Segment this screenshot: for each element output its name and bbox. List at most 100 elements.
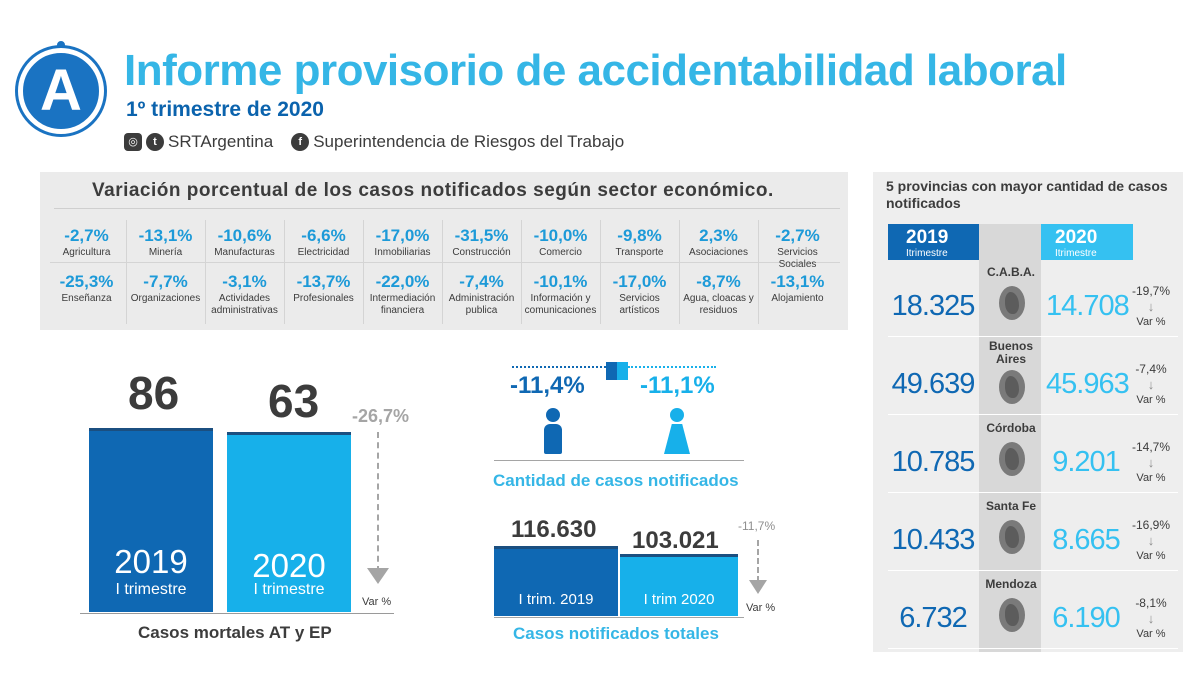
gender-male-variation: -11,4% [510, 372, 585, 399]
province-name: Buenos Aires [988, 339, 1033, 366]
totals-arrow-down-icon [749, 580, 767, 594]
totals-bar-2020: I trim 2020 [620, 554, 738, 616]
province-map-icon [999, 370, 1025, 404]
gender-baseline [494, 460, 744, 461]
gender-line-right [628, 366, 716, 368]
twitter-icon[interactable]: t [146, 133, 164, 151]
sector-column-divider [521, 220, 522, 324]
gender-marker-male [606, 362, 617, 380]
sector-label: Comercio [539, 247, 582, 258]
sector-cell: 2,3% Asociaciones [680, 226, 757, 259]
sector-label: Transporte [615, 247, 664, 258]
province-name: C.A.B.A. [987, 265, 1035, 279]
province-variation: -8,1% [1135, 596, 1167, 610]
sector-pct: -17,0% [375, 226, 430, 245]
gender-marker-female [617, 362, 628, 380]
social-handle[interactable]: SRTArgentina [168, 132, 274, 151]
province-name: Córdoba [986, 421, 1036, 435]
totals-dashed-line [757, 540, 759, 582]
sector-cell: -7,4% Administración publica [443, 272, 520, 317]
sector-label: Manufacturas [214, 247, 275, 258]
sector-cell: -22,0% Intermediación financiera [364, 272, 441, 317]
male-person-icon [546, 408, 560, 422]
sector-pct: -10,6% [217, 226, 272, 245]
arrow-down-icon: ↓ [1147, 377, 1155, 392]
header-2020-sub: Itrimestre [1055, 248, 1097, 259]
sector-label: Actividades administrativas [211, 293, 278, 316]
sector-cell: -2,7% Servicios Sociales [759, 226, 836, 271]
sector-cell: -9,8% Transporte [601, 226, 678, 259]
arrow-down-icon: ↓ [1147, 299, 1155, 314]
province-row-divider [888, 336, 1178, 337]
province-2019-value: 10.433 [891, 524, 976, 556]
sector-pct: -13,1% [770, 272, 825, 291]
sector-pct: -10,1% [533, 272, 588, 291]
sector-pct: -7,4% [459, 272, 504, 291]
sector-pct: 2,3% [699, 226, 738, 245]
province-2019-value: 49.639 [891, 368, 976, 400]
fatal-bar-2019-year: 2019 [114, 543, 188, 580]
sector-label: Organizaciones [130, 293, 201, 304]
province-2020-value: 9.201 [1052, 446, 1121, 478]
female-person-icon [670, 408, 684, 422]
arrow-down-icon: ↓ [1147, 533, 1155, 548]
sector-panel [40, 172, 848, 330]
fatal-2020-value: 63 [268, 375, 320, 427]
social-org[interactable]: Superintendencia de Riesgos del Trabajo [313, 132, 625, 151]
female-person-body-icon [664, 424, 690, 454]
sector-label: Profesionales [293, 293, 354, 304]
province-variation: -19,7% [1131, 284, 1171, 298]
province-map-icon [999, 520, 1025, 554]
sector-cell: -17,0% Servicios artísticos [601, 272, 678, 317]
gender-caption: Cantidad de casos notificados [493, 471, 739, 490]
arrow-down-icon: ↓ [1147, 611, 1155, 626]
sector-cell: -13,1% Alojamiento [759, 272, 836, 305]
fatal-dashed-line [377, 432, 379, 572]
province-2020-value: 8.665 [1052, 524, 1121, 556]
instagram-icon[interactable]: ◎ [124, 133, 142, 151]
sector-cell: -7,7% Organizaciones [127, 272, 204, 305]
sector-pct: -17,0% [612, 272, 667, 291]
province-name: Santa Fe [985, 499, 1036, 513]
province-variation: -14,7% [1131, 440, 1171, 454]
province-2019-value: 18.325 [891, 290, 976, 322]
sector-cell: -6,6% Electricidad [285, 226, 362, 259]
sector-row-divider [50, 262, 840, 263]
totals-2019-value: 116.630 [511, 516, 597, 543]
sector-column-divider [600, 220, 601, 324]
province-map-icon [999, 286, 1025, 320]
fatal-baseline [80, 613, 394, 614]
provinces-title: 5 provincias con mayor cantidad de casos… [886, 178, 1168, 211]
sector-label: Servicios artísticos [619, 293, 660, 316]
facebook-icon[interactable]: f [291, 133, 310, 151]
sector-pct: -13,7% [296, 272, 351, 291]
sector-pct: -8,7% [696, 272, 741, 291]
province-var-label: Var % [1136, 394, 1166, 406]
fatal-bar-2019: 2019 I trimestre [89, 428, 213, 612]
sector-title: Variación porcentual de los casos notifi… [92, 180, 774, 201]
sector-cell: -13,1% Minería [127, 226, 204, 259]
totals-variation: -11,7% [738, 519, 776, 533]
sector-pct: -25,3% [59, 272, 114, 291]
province-var-label: Var % [1136, 628, 1166, 640]
province-map-icon [999, 442, 1025, 476]
province-2020-value: 45.963 [1046, 368, 1130, 400]
province-row: Buenos Aires 49.639 45.963 -7,4% ↓ Var % [888, 338, 1178, 415]
sector-pct: -6,6% [301, 226, 346, 245]
header-2019-sub: Itrimestre [906, 248, 948, 259]
sector-pct: -2,7% [64, 226, 109, 245]
sector-column-divider [363, 220, 364, 324]
sector-pct: -31,5% [454, 226, 509, 245]
male-person-body-icon [544, 424, 562, 454]
sector-cell: -25,3% Enseñanza [48, 272, 125, 305]
sector-column-divider [758, 220, 759, 324]
provinces-header-2020: 2020 Itrimestre [1041, 224, 1133, 260]
sector-column-divider [679, 220, 680, 324]
province-2020-value: 14.708 [1046, 290, 1130, 322]
sector-cell: -31,5% Construcción [443, 226, 520, 259]
sector-divider [54, 208, 840, 209]
sector-column-divider [126, 220, 127, 324]
gender-line-left [512, 366, 606, 368]
sector-column-divider [205, 220, 206, 324]
sector-pct: -3,1% [222, 272, 267, 291]
